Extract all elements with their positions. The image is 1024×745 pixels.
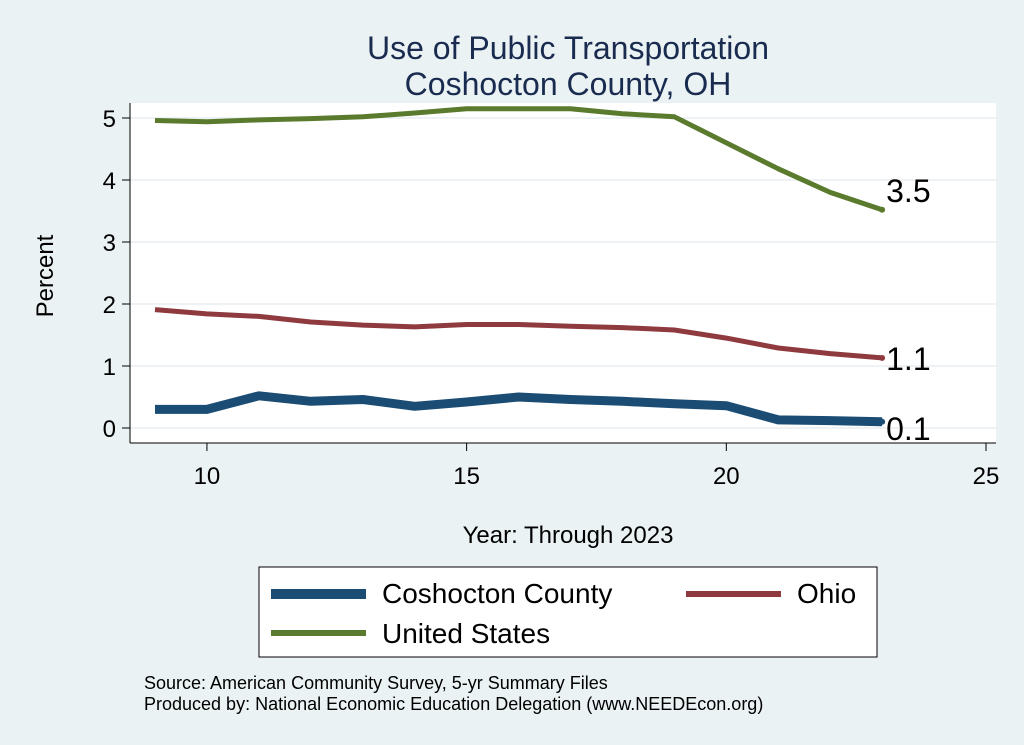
series-lines	[154, 106, 886, 427]
producer-note: Produced by: National Economic Education…	[144, 694, 763, 714]
series-end-point-ohio	[879, 354, 886, 361]
gridlines	[130, 117, 996, 429]
source-note: Source: American Community Survey, 5-yr …	[144, 673, 608, 693]
legend-box	[258, 566, 878, 658]
legend-label-united-states: United States	[382, 618, 550, 649]
y-tick-label-3: 3	[103, 230, 116, 257]
series-line-ohio	[154, 307, 883, 361]
y-tick-label-1: 1	[103, 354, 116, 381]
y-tick-label-0: 0	[103, 416, 116, 443]
end-label-coshocton-county: 0.1	[886, 411, 930, 447]
legend-label-coshocton-county: Coshocton County	[382, 578, 612, 609]
legend-label-ohio: Ohio	[797, 578, 856, 609]
plot-area	[130, 103, 996, 443]
series-end-point-coshocton-county	[879, 418, 886, 425]
end-labels: 0.1 1.1 3.5	[886, 173, 930, 447]
chart-title-line-1: Use of Public Transportation	[367, 30, 769, 66]
y-tick-label-2: 2	[103, 292, 116, 319]
x-tick-label-10: 10	[194, 463, 221, 490]
series-line-united-states	[154, 106, 883, 213]
legend: Coshocton County Ohio United States	[258, 566, 878, 658]
x-tick-label-25: 25	[973, 463, 1000, 490]
x-tick-label-20: 20	[713, 463, 740, 490]
end-label-ohio: 1.1	[886, 341, 930, 377]
x-tick-label-15: 15	[453, 463, 480, 490]
chart-title-line-2: Coshocton County, OH	[405, 66, 732, 102]
y-axis-label: Percent	[32, 234, 59, 317]
y-tick-label-5: 5	[103, 106, 116, 133]
series-line-coshocton-county	[155, 391, 883, 427]
y-tick-label-4: 4	[103, 168, 116, 195]
end-label-united-states: 3.5	[886, 173, 930, 209]
axes: 0 1 2 3 4 5 10 15 20 25	[103, 103, 1000, 490]
series-end-point-united-states	[879, 206, 886, 213]
x-axis-label: Year: Through 2023	[463, 522, 674, 549]
